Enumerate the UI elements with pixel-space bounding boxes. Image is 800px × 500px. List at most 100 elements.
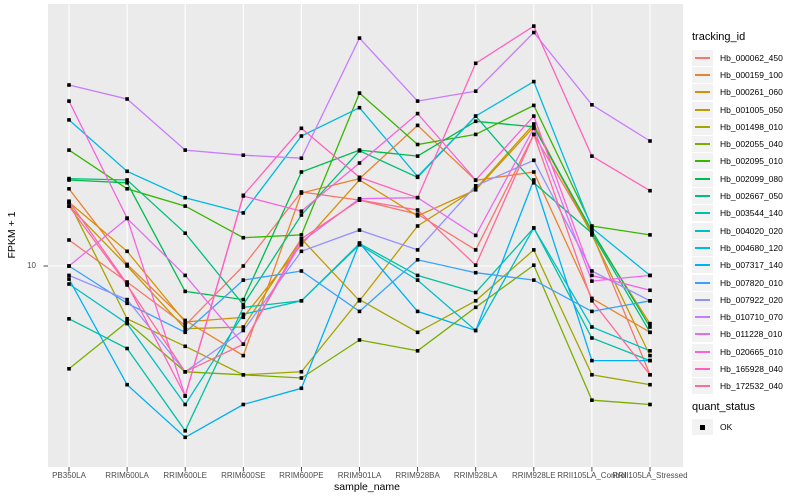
data-point-Hb_020665_010 — [590, 273, 594, 278]
data-point-Hb_002095_010 — [67, 148, 71, 152]
data-point-Hb_004020_020 — [125, 321, 129, 326]
legend-item-Hb_007820_010: Hb_007820_010 — [692, 274, 783, 291]
data-point-Hb_001498_010 — [590, 373, 594, 377]
series-color-line-icon — [695, 229, 710, 232]
legend-item-Hb_001005_050: Hb_001005_050 — [692, 101, 783, 118]
legend-item-label: Hb_002095_010 — [720, 156, 783, 167]
legend-item-Hb_003544_140: Hb_003544_140 — [692, 205, 783, 222]
data-point-Hb_010710_070 — [532, 30, 536, 35]
data-point-Hb_002667_050 — [67, 176, 71, 181]
series-color-line-icon — [695, 177, 710, 180]
legend-key — [692, 222, 713, 239]
data-point-Hb_172532_040 — [67, 204, 71, 208]
data-point-Hb_172532_040 — [357, 198, 362, 202]
legend-item-Hb_002667_050: Hb_002667_050 — [692, 188, 783, 204]
data-point-Hb_002055_040 — [241, 373, 246, 377]
legend-key — [692, 205, 713, 222]
data-point-Hb_002667_050 — [125, 178, 129, 182]
data-point-Hb_010710_070 — [648, 139, 652, 143]
data-point-Hb_002099_080 — [415, 154, 420, 158]
data-point-Hb_165928_040 — [648, 188, 652, 193]
legend-item-Hb_002055_040: Hb_002055_040 — [692, 136, 783, 153]
data-point-Hb_007820_010 — [299, 269, 304, 273]
series-color-line-icon — [695, 125, 710, 128]
data-point-Hb_007820_010 — [357, 309, 362, 314]
legend-title-quant-status: quant_status — [692, 401, 755, 413]
data-point-Hb_165928_040 — [357, 175, 362, 180]
data-point-Hb_004680_120 — [590, 226, 594, 230]
data-point-Hb_011228_010 — [648, 273, 652, 278]
series-color-line-icon — [695, 195, 710, 197]
data-point-Hb_007820_010 — [590, 309, 594, 314]
data-point-Hb_011228_010 — [532, 126, 536, 131]
data-point-Hb_007317_140 — [357, 241, 362, 245]
legend-key — [692, 153, 713, 170]
legend-key — [692, 419, 713, 435]
data-point-Hb_172532_040 — [241, 342, 246, 346]
data-point-Hb_007820_010 — [415, 258, 420, 262]
data-point-Hb_002667_050 — [183, 231, 187, 235]
data-point-Hb_172532_040 — [415, 208, 420, 212]
series-color-line-icon — [695, 298, 710, 301]
series-color-line-icon — [695, 160, 710, 163]
data-point-Hb_004680_120 — [241, 211, 246, 215]
data-point-Hb_020665_010 — [125, 216, 129, 220]
data-point-Hb_000261_060 — [648, 321, 652, 326]
data-point-Hb_003544_140 — [473, 290, 478, 295]
data-point-Hb_172532_040 — [532, 132, 536, 137]
legend-key — [692, 66, 713, 83]
data-point-Hb_007317_140 — [648, 358, 652, 363]
legend-item-Hb_165928_040: Hb_165928_040 — [692, 361, 783, 377]
legend-item-label: Hb_007317_140 — [720, 260, 783, 271]
data-point-Hb_010710_070 — [299, 156, 304, 160]
series-color-line-icon — [695, 385, 710, 388]
data-point-Hb_002055_040 — [415, 349, 420, 353]
data-point-Hb_002055_040 — [357, 338, 362, 342]
data-point-Hb_002055_040 — [590, 398, 594, 402]
data-point-Hb_002095_010 — [357, 91, 362, 95]
data-point-Hb_165928_040 — [532, 24, 536, 28]
legend-item-label: Hb_002099_080 — [720, 173, 783, 184]
data-point-Hb_007820_010 — [125, 301, 129, 306]
x-tick-label: RRIM600LA — [105, 471, 149, 480]
legend-key — [692, 188, 713, 204]
data-point-Hb_007820_010 — [183, 330, 187, 335]
data-point-Hb_004020_020 — [183, 402, 187, 407]
data-point-Hb_010710_070 — [241, 153, 246, 157]
legend-key — [692, 274, 713, 291]
data-point-Hb_000261_060 — [415, 214, 420, 218]
data-point-Hb_001005_050 — [183, 326, 187, 331]
data-point-Hb_001005_050 — [648, 353, 652, 358]
data-point-Hb_007820_010 — [532, 278, 536, 282]
data-point-Hb_002099_080 — [241, 297, 246, 302]
legend-item-Hb_001498_010: Hb_001498_010 — [692, 118, 783, 135]
legend-key — [692, 309, 713, 326]
data-point-Hb_010710_070 — [357, 36, 362, 40]
series-color-line-icon — [695, 143, 710, 146]
legend-item-label: Hb_002667_050 — [720, 191, 783, 201]
data-point-Hb_172532_040 — [473, 263, 478, 267]
data-point-Hb_172532_040 — [648, 373, 652, 377]
legend-title-tracking-id: tracking_id — [692, 31, 746, 43]
data-point-Hb_165928_040 — [241, 193, 246, 198]
data-point-Hb_010710_070 — [415, 99, 420, 103]
data-point-Hb_011228_010 — [183, 273, 187, 278]
legend: tracking_id Hb_000062_450 Hb_000159_100 Hb… — [690, 0, 800, 500]
x-tick-label: RRIM928BA — [395, 471, 440, 480]
data-point-Hb_165928_040 — [415, 195, 420, 200]
series-color-line-icon — [695, 333, 710, 336]
data-point-Hb_004020_020 — [648, 349, 652, 353]
data-point-Hb_002055_040 — [67, 367, 71, 371]
legend-key — [692, 378, 713, 395]
legend-item-label: Hb_165928_040 — [720, 364, 783, 374]
series-color-line-icon — [695, 246, 710, 249]
legend-item-Hb_172532_040: Hb_172532_040 — [692, 378, 783, 395]
data-point-Hb_002099_080 — [125, 181, 129, 185]
data-point-Hb_004680_120 — [183, 195, 187, 200]
legend-item-Hb_002099_080: Hb_002099_080 — [692, 170, 783, 187]
data-point-Hb_000159_100 — [299, 191, 304, 195]
data-point-Hb_001005_050 — [125, 264, 129, 268]
data-point-Hb_003544_140 — [125, 346, 129, 351]
legend-item-Hb_007317_140: Hb_007317_140 — [692, 257, 783, 274]
